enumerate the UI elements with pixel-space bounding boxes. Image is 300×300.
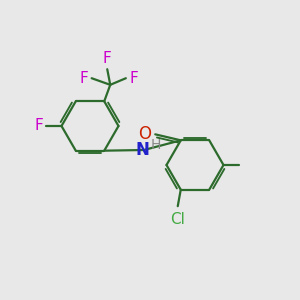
Text: O: O bbox=[138, 125, 151, 143]
Text: Cl: Cl bbox=[170, 212, 185, 226]
Text: N: N bbox=[136, 141, 149, 159]
Text: H: H bbox=[150, 138, 161, 152]
Text: F: F bbox=[79, 71, 88, 86]
Text: F: F bbox=[103, 51, 112, 66]
Text: F: F bbox=[34, 118, 43, 134]
Text: F: F bbox=[130, 71, 138, 86]
